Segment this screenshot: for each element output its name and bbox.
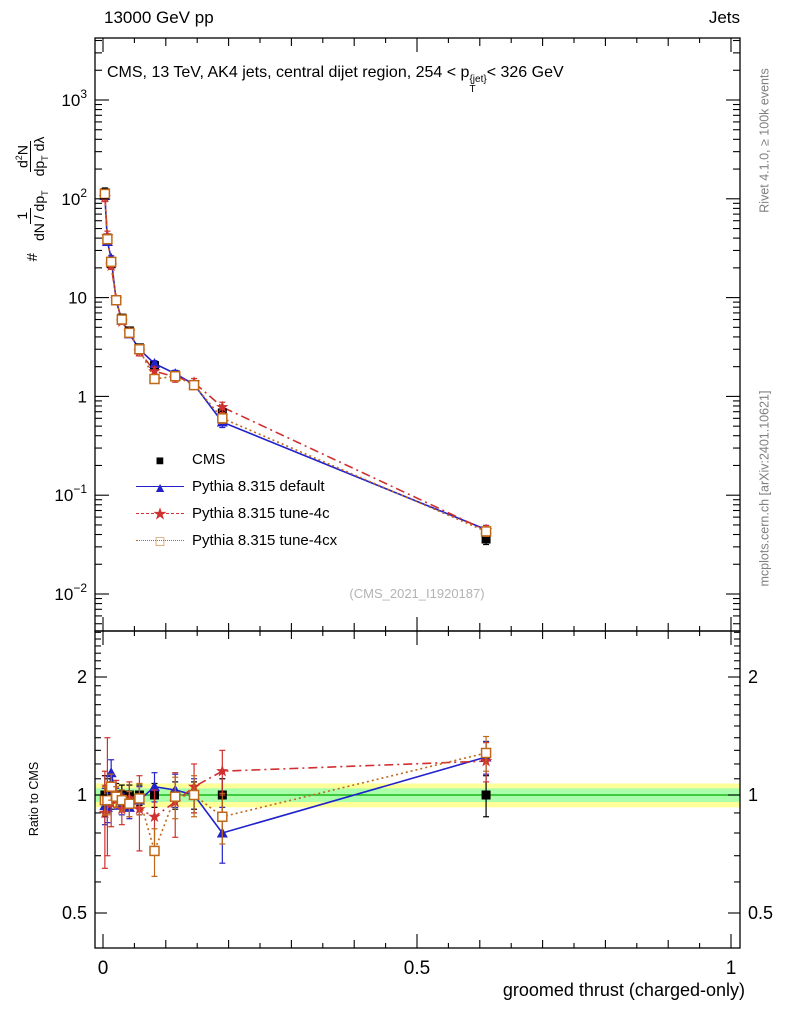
svg-text:10: 10 [68,289,87,308]
svg-text:0: 0 [98,958,109,979]
svg-text:0.5: 0.5 [748,903,773,923]
legend-label: Pythia 8.315 tune-4cx [192,532,338,549]
legend-label: Pythia 8.315 tune-4c [192,505,330,522]
main-panel-data [98,187,493,546]
legend-marker-cms: ■ [136,451,184,469]
legend-item-pythia-default: ▲ Pythia 8.315 default [136,473,337,500]
svg-text:1: 1 [78,387,87,406]
ratio-panel-data [98,735,493,877]
legend-item-pythia-tune4c: ★ Pythia 8.315 tune-4c [136,500,337,527]
svg-text:10−2: 10−2 [54,581,87,604]
legend: ■ CMS ▲ Pythia 8.315 default ★ Pythia 8.… [136,446,337,554]
legend-label: CMS [192,451,226,468]
star-marker-icon: ★ [152,504,168,523]
legend-item-pythia-tune4cx: □ Pythia 8.315 tune-4cx [136,527,337,554]
legend-item-cms: ■ CMS [136,446,337,473]
svg-text:2: 2 [77,667,87,687]
triangle-marker-icon: ▲ [153,478,167,495]
legend-line [136,485,184,487]
legend-marker-tune4c: ★ [136,505,184,523]
svg-text:1: 1 [748,785,758,805]
svg-text:1: 1 [726,958,737,979]
svg-text:10−1: 10−1 [54,482,87,505]
svg-text:0.5: 0.5 [62,903,87,923]
open-square-marker-icon: □ [155,532,165,549]
legend-line [136,512,184,514]
svg-text:103: 103 [61,87,87,110]
svg-text:2: 2 [748,667,758,687]
svg-text:0.5: 0.5 [404,958,430,979]
svg-text:102: 102 [61,186,87,209]
legend-label: Pythia 8.315 default [192,478,325,495]
legend-line [136,539,184,541]
legend-marker-default: ▲ [136,478,184,496]
square-marker-icon: ■ [155,451,165,468]
svg-text:1: 1 [77,785,87,805]
legend-marker-tune4cx: □ [136,532,184,550]
